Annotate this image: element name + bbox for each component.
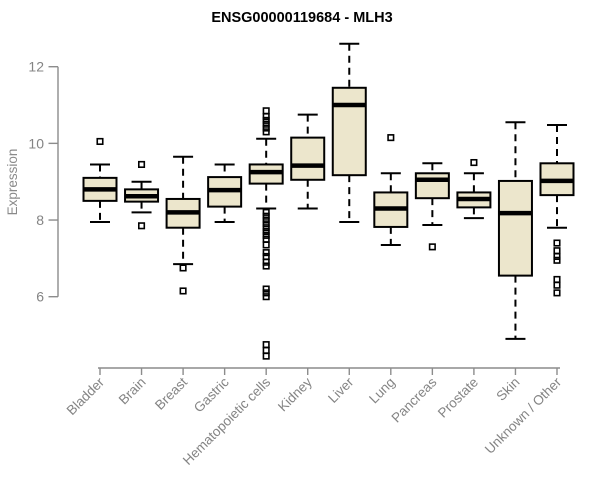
box-lung: [373, 134, 409, 246]
box-prostate: [456, 158, 492, 220]
outlier-point: [553, 239, 561, 247]
box-bladder: [82, 137, 118, 223]
y-tick-label: 6: [36, 289, 44, 305]
box-hematopoietic-cells: [248, 107, 284, 360]
box-skin: [497, 121, 533, 340]
outlier-point: [262, 124, 270, 132]
outlier-point: [262, 227, 270, 236]
outlier-point: [262, 224, 270, 232]
outlier-point: [262, 285, 270, 293]
outlier-point: [262, 208, 270, 216]
outlier-point: [262, 120, 270, 128]
y-tick-label: 10: [28, 135, 44, 151]
x-tick-label: Breast: [152, 374, 190, 412]
outlier-point: [137, 222, 146, 230]
outlier-point: [470, 158, 478, 167]
outlier-point: [262, 252, 270, 261]
box-liver: [331, 42, 367, 223]
outlier-point: [262, 235, 270, 243]
outlier-point: [262, 341, 270, 349]
outlier-point: [262, 231, 270, 239]
box-series: [82, 42, 575, 360]
outlier-point: [262, 107, 270, 115]
outlier-point: [262, 220, 270, 228]
outlier-point: [179, 264, 187, 272]
x-tick-label: Skin: [493, 375, 522, 404]
outlier-point: [387, 134, 395, 142]
outlier-point: [553, 289, 561, 297]
outlier-point: [262, 258, 270, 266]
outlier-point: [428, 243, 436, 251]
outlier-point: [553, 256, 561, 264]
box-unknown-other: [539, 123, 575, 297]
outlier-point: [262, 241, 270, 249]
x-tick-label: Brain: [116, 375, 149, 408]
outlier-point: [179, 287, 187, 295]
x-tick-label: Lung: [366, 375, 398, 407]
outlier-point: [137, 160, 146, 169]
outlier-point: [262, 352, 270, 360]
outlier-point: [262, 249, 270, 257]
x-tick-label: Prostate: [435, 375, 481, 421]
box-kidney: [290, 113, 326, 210]
x-tick-label: Liver: [325, 374, 357, 406]
outlier-point: [553, 247, 561, 255]
x-tick-label: Bladder: [64, 374, 108, 418]
box-brain: [124, 160, 160, 230]
outlier-point: [262, 346, 270, 354]
chart-title: ENSG00000119684 - MLH3: [211, 10, 392, 26]
outlier-point: [262, 262, 270, 270]
outlier-point: [262, 112, 270, 121]
outlier-point: [96, 137, 104, 146]
x-tick-label: Kidney: [275, 374, 315, 414]
box-pancreas: [414, 162, 450, 251]
outlier-point: [262, 116, 270, 124]
box-breast: [165, 155, 201, 295]
box-gastric: [207, 163, 243, 223]
y-tick-label: 8: [36, 212, 44, 228]
x-tick-label: Pancreas: [389, 374, 440, 425]
x-tick-label: Gastric: [191, 374, 232, 415]
y-tick-label: 12: [28, 59, 44, 75]
outlier-point: [262, 289, 270, 297]
outlier-point: [262, 293, 270, 301]
x-tick-label: Unknown / Other: [482, 374, 565, 457]
outlier-point: [262, 128, 270, 136]
y-axis-label: Expression: [5, 149, 20, 216]
outlier-point: [553, 281, 561, 289]
outlier-point: [553, 252, 561, 261]
outlier-point: [553, 275, 561, 284]
outlier-point: [262, 212, 270, 220]
outlier-point: [262, 216, 270, 224]
